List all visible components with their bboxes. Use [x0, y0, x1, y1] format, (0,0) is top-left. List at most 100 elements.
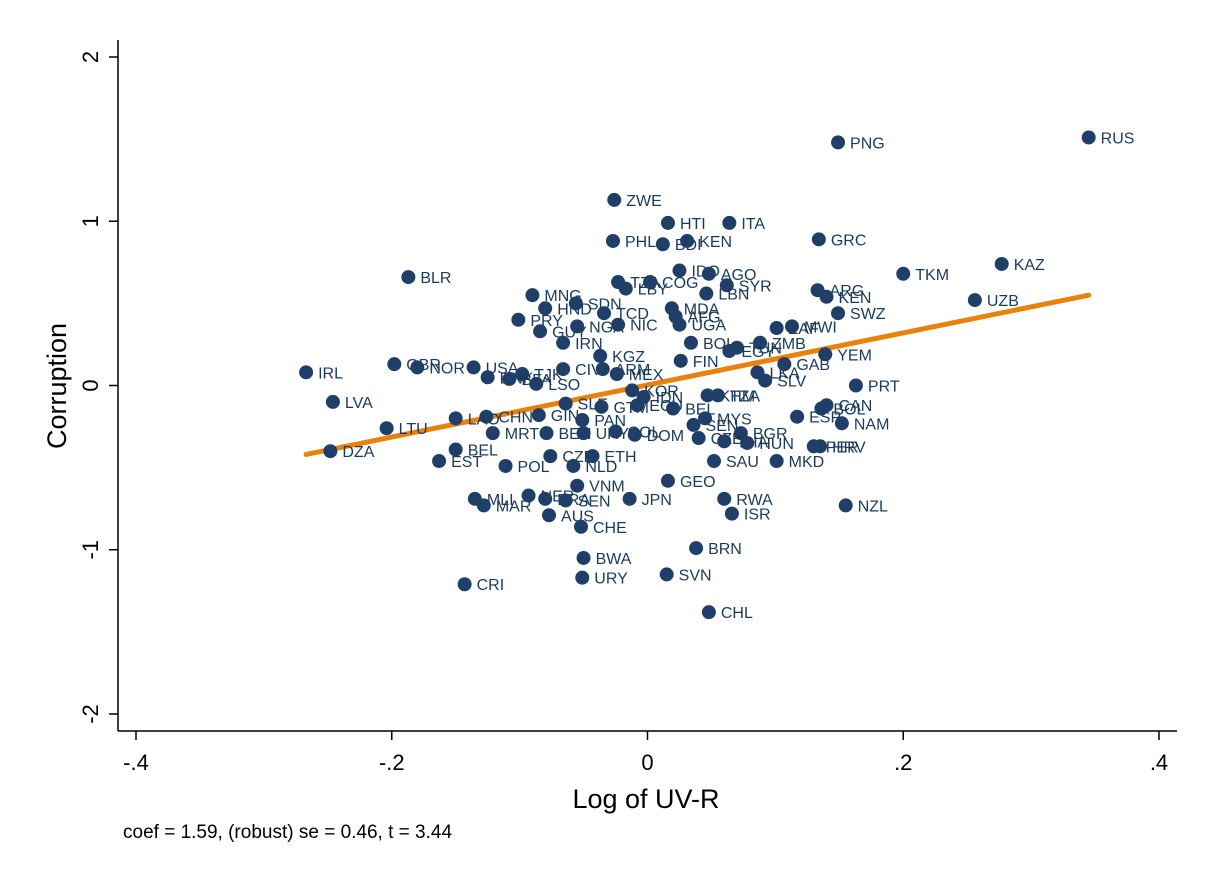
data-point-label: KEN	[699, 234, 732, 251]
data-point-label: KGZ	[612, 349, 645, 366]
data-point	[511, 312, 526, 327]
data-point	[323, 444, 338, 459]
data-point-label: ZMB	[772, 336, 806, 353]
x-tick-label: -.4	[123, 750, 149, 775]
data-point-label: UGA	[691, 318, 726, 335]
data-point	[660, 215, 675, 230]
data-point-label: BEL	[468, 443, 498, 460]
y-tick-label: -2	[78, 704, 103, 724]
data-point-label: EST	[451, 454, 482, 471]
data-point	[538, 301, 553, 316]
data-point	[448, 411, 463, 426]
data-point	[379, 421, 394, 436]
data-point-label: SEN	[578, 493, 611, 510]
data-point	[543, 449, 558, 464]
data-point-label: CHE	[593, 520, 627, 537]
data-point-label: HTI	[680, 216, 706, 233]
data-point	[848, 378, 863, 393]
data-point-label: KEN	[839, 290, 872, 307]
data-point	[627, 427, 642, 442]
data-point-label: PER	[826, 439, 859, 456]
data-point	[556, 335, 571, 350]
y-tick-label: 0	[78, 379, 103, 391]
data-point-label: SVN	[679, 567, 712, 584]
data-point	[618, 281, 633, 296]
data-point	[299, 365, 314, 380]
data-point	[655, 237, 670, 252]
data-point	[542, 508, 557, 523]
data-point-label: LBN	[718, 287, 749, 304]
data-point	[672, 317, 687, 332]
data-point-label: EGY	[741, 344, 775, 361]
data-point	[831, 306, 846, 321]
y-axis-title: Corruption	[42, 323, 72, 449]
data-point-label: BRN	[708, 541, 742, 558]
y-tick-label: 2	[78, 51, 103, 63]
x-axis-title: Log of UV-R	[572, 784, 719, 814]
data-point	[724, 506, 739, 521]
data-point-label: POL	[518, 459, 550, 476]
data-point-label: COG	[662, 275, 698, 292]
data-point	[683, 335, 698, 350]
data-point-label: KAZ	[1014, 257, 1045, 274]
x-tick-label: .4	[1150, 750, 1168, 775]
data-point-label: MLI	[487, 492, 514, 509]
data-point	[686, 417, 701, 432]
data-point	[994, 256, 1009, 271]
data-point	[722, 215, 737, 230]
data-point-label: URY	[594, 571, 628, 588]
data-point	[834, 416, 849, 431]
data-point-label: FIN	[693, 354, 719, 371]
data-point-label: DZA	[342, 444, 374, 461]
data-point	[660, 473, 675, 488]
data-point	[673, 353, 688, 368]
data-point-label: JPN	[642, 492, 672, 509]
data-point	[790, 409, 805, 424]
data-point	[576, 550, 591, 565]
data-point	[666, 401, 681, 416]
data-point-label: MWI	[804, 319, 837, 336]
data-point-label: CRI	[477, 577, 505, 594]
data-point-label: SDN	[588, 296, 622, 313]
data-point	[622, 491, 637, 506]
data-point	[706, 454, 721, 469]
data-point	[806, 439, 821, 454]
data-point-label: NOR	[429, 360, 465, 377]
data-point	[717, 491, 732, 506]
data-point-label: NLD	[585, 459, 617, 476]
data-point	[769, 454, 784, 469]
data-point	[769, 321, 784, 336]
y-tick-label: -1	[78, 540, 103, 560]
data-point-label: NZL	[858, 498, 888, 515]
data-point	[480, 370, 495, 385]
data-point-label: MDA	[684, 301, 720, 318]
data-point	[701, 605, 716, 620]
data-point	[538, 491, 553, 506]
x-tick-label: .2	[894, 750, 912, 775]
data-point-label: ITA	[741, 216, 765, 233]
data-point-label: NIC	[630, 318, 658, 335]
data-point	[597, 306, 612, 321]
data-point-label: LSO	[548, 377, 580, 394]
data-point	[325, 394, 340, 409]
data-point	[529, 376, 544, 391]
data-point-label: VNM	[589, 479, 625, 496]
data-point-label: PHL	[625, 234, 656, 251]
data-point	[575, 570, 590, 585]
data-point	[570, 478, 585, 493]
data-point-label: RUS	[1101, 130, 1135, 147]
data-point-label: KOR	[644, 383, 679, 400]
data-point-label: SWZ	[850, 306, 886, 323]
data-point	[476, 498, 491, 513]
data-point-label: YEM	[837, 347, 872, 364]
ticks: -.4 -.2 0 .2 .4 -2 -1 0 1 2	[78, 51, 1168, 775]
data-point-label: KHM	[720, 388, 756, 405]
data-point-label: ZAF	[789, 321, 819, 338]
data-point	[607, 192, 622, 207]
data-point-label: CAN	[839, 398, 873, 415]
data-point-label: LAO	[468, 411, 500, 428]
data-point	[630, 398, 645, 413]
data-point	[410, 360, 425, 375]
data-point-label: GAB	[796, 357, 830, 374]
